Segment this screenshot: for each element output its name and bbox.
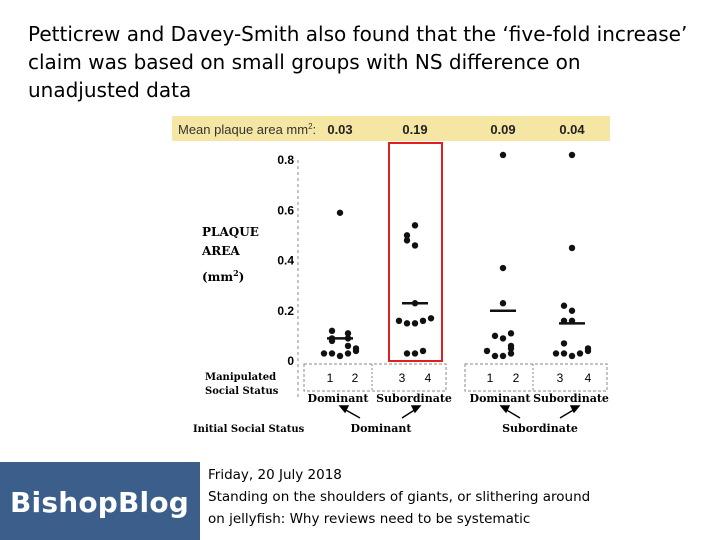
data-point — [569, 353, 575, 359]
x-tick-label: 4 — [425, 371, 432, 385]
x-tick-label: 1 — [487, 371, 494, 385]
initial-label-left: Dominant — [351, 422, 413, 435]
footer-line-1: Standing on the shoulders of giants, or … — [208, 486, 708, 508]
data-point — [404, 320, 410, 326]
data-point — [412, 320, 418, 326]
manipulated-label-2: Social Status — [205, 386, 279, 397]
y-tick-label: 0.6 — [277, 203, 294, 217]
x-tick-label: 1 — [327, 371, 334, 385]
initial-arrows — [340, 406, 579, 418]
data-point — [484, 348, 490, 354]
initial-label-right: Subordinate — [502, 422, 578, 435]
y-ticks: 0.8 0.6 0.4 0.2 0 — [277, 153, 294, 368]
y-tick-label: 0.4 — [277, 254, 294, 268]
data-point — [500, 335, 506, 341]
x-tick-label: 3 — [557, 371, 564, 385]
data-point — [345, 330, 351, 336]
ylabel-line-1: PLAQUE — [202, 225, 259, 239]
data-point — [404, 232, 410, 238]
data-point — [412, 242, 418, 248]
data-point — [492, 333, 498, 339]
x-tick-label: 4 — [585, 371, 592, 385]
x-tick-label: 2 — [352, 371, 359, 385]
data-point — [561, 350, 567, 356]
manipulated-label: Dominant — [470, 392, 532, 405]
data-point — [345, 350, 351, 356]
footer-citation: Friday, 20 July 2018 Standing on the sho… — [208, 464, 708, 530]
logo-text: BishopBlog — [10, 486, 189, 519]
bishopblog-logo: BishopBlog — [0, 462, 200, 540]
mean-value: 0.03 — [327, 122, 352, 137]
mean-value: 0.04 — [559, 122, 585, 137]
mean-header-label: Mean plaque area mm2: — [178, 122, 316, 137]
data-point — [492, 353, 498, 359]
data-point — [553, 350, 559, 356]
y-axis-title: PLAQUE AREA (mm2) — [201, 225, 259, 284]
manipulated-label: Dominant — [308, 392, 370, 405]
data-point — [412, 222, 418, 228]
data-point — [420, 318, 426, 324]
ylabel-line-2: AREA — [201, 244, 240, 258]
initial-status-label: Initial Social Status — [193, 424, 305, 435]
y-tick-label: 0.8 — [277, 153, 294, 167]
data-point — [561, 303, 567, 309]
mean-value: 0.19 — [402, 122, 427, 137]
data-point — [569, 152, 575, 158]
data-point — [420, 348, 426, 354]
data-point — [500, 300, 506, 306]
data-point — [500, 265, 506, 271]
data-point — [404, 350, 410, 356]
x-tick-label: 3 — [399, 371, 406, 385]
data-point — [508, 343, 514, 349]
plot-markers — [321, 152, 591, 359]
highlight-box — [389, 143, 442, 361]
data-point — [329, 328, 335, 334]
data-point — [396, 318, 402, 324]
footer-line-2: on jellyfish: Why reviews need to be sys… — [208, 508, 708, 530]
data-point — [500, 152, 506, 158]
x-tick-label: 2 — [513, 371, 520, 385]
data-point — [428, 315, 434, 321]
data-point — [569, 245, 575, 251]
data-point — [508, 330, 514, 336]
ylabel-line-3: (mm2) — [202, 268, 244, 284]
data-point — [345, 343, 351, 349]
y-tick-label: 0.2 — [277, 304, 294, 318]
data-point — [353, 345, 359, 351]
footer-date: Friday, 20 July 2018 — [208, 464, 708, 486]
x-axis: Manipulated Social Status Initial Social… — [193, 364, 609, 435]
y-tick-label: 0 — [287, 354, 294, 368]
data-point — [561, 340, 567, 346]
data-point — [329, 350, 335, 356]
data-point — [585, 345, 591, 351]
manipulated-label: Subordinate — [533, 392, 609, 405]
data-point — [500, 353, 506, 359]
manipulated-label: Subordinate — [376, 392, 452, 405]
data-point — [337, 210, 343, 216]
data-point — [569, 308, 575, 314]
data-point — [577, 350, 583, 356]
data-point — [337, 353, 343, 359]
data-point — [412, 350, 418, 356]
mean-value: 0.09 — [490, 122, 515, 137]
manipulated-label-1: Manipulated — [205, 372, 276, 383]
data-point — [321, 350, 327, 356]
